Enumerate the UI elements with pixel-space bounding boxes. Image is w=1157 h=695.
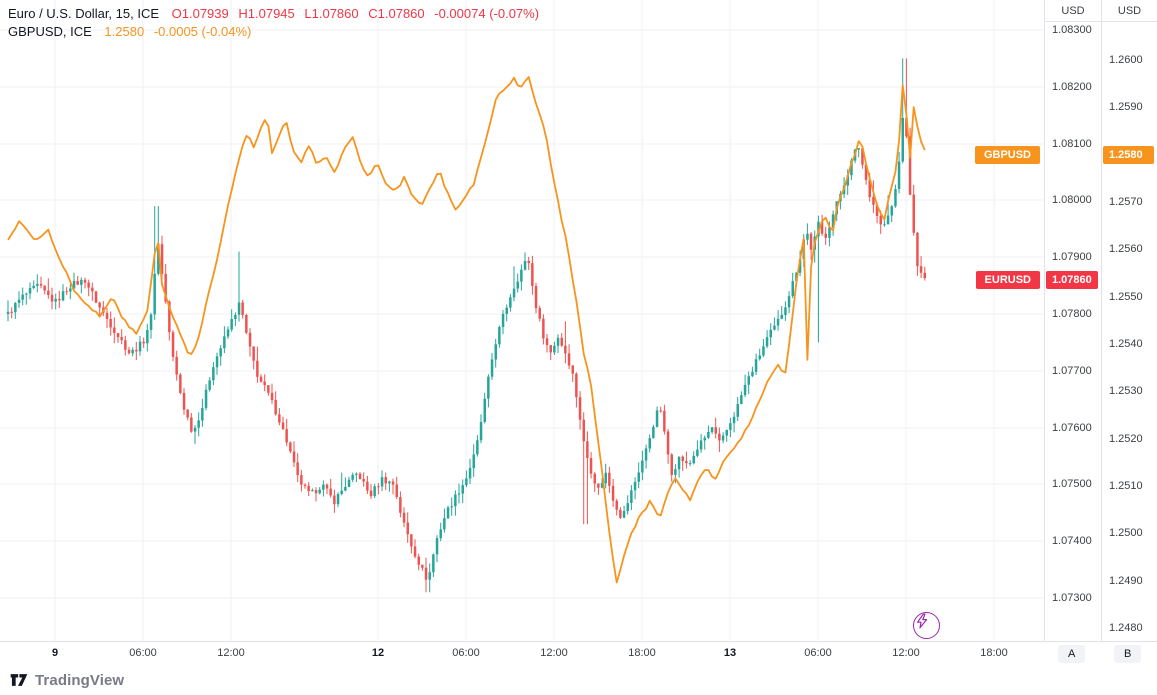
scale-b-button[interactable]: B [1114,645,1142,663]
eurusd-candles-up [7,58,904,593]
time-axis-label: 12 [371,647,385,659]
eur-price-axis-label: 1.08200 [1052,81,1092,93]
gbp-price-axis-label: 1.2520 [1109,433,1143,445]
gbp-price-axis-label: 1.2540 [1109,338,1143,350]
legend-row-gbpusd[interactable]: GBPUSD, ICE 1.2580 -0.0005 (-0.04%) [8,24,545,40]
legend-row-eurusd[interactable]: Euro / U.S. Dollar, 15, ICE O1.07939 H1.… [8,6,545,22]
gbp-price-axis-label: 1.2480 [1109,622,1143,634]
gbp-price-axis-label: 1.2570 [1109,196,1143,208]
eurusd-title: Euro / U.S. Dollar, 15, ICE [8,6,160,21]
time-axis-label: 12:00 [217,647,245,659]
chart-row: Euro / U.S. Dollar, 15, ICE O1.07939 H1.… [0,0,1157,641]
gbp-price-axis-label: 1.2550 [1109,291,1143,303]
eur-price-axis-label: 1.07600 [1052,422,1092,434]
grid [0,0,1044,641]
gbpusd-title: GBPUSD, ICE [8,24,92,39]
lightning-icon [917,613,928,629]
time-axis-label: 06:00 [804,647,832,659]
eur-price-axis[interactable]: USD 1.07860 1.08300 1.08200 1.08100 1.08000… [1045,0,1101,641]
brand-name[interactable]: TradingView [35,671,125,689]
plot-pane[interactable]: Euro / U.S. Dollar, 15, ICE O1.07939 H1.… [0,0,1045,641]
eur-price-axis-label: 1.08000 [1052,194,1092,206]
eurusd-close: C1.07860 [368,6,425,21]
time-axis-label: 9 [51,647,59,659]
eur-price-axis-label: 1.07400 [1052,535,1092,547]
eur-price-axis-label: 1.07700 [1052,365,1092,377]
eur-price-axis-label: 1.07800 [1052,308,1092,320]
eur-price-axis-label: 1.07500 [1052,478,1092,490]
gbpusd-change: -0.0005 (-0.04%) [153,24,252,39]
legend: Euro / U.S. Dollar, 15, ICE O1.07939 H1.… [8,6,545,42]
time-axis-label: 12:00 [540,647,568,659]
lightning-button[interactable] [913,612,940,639]
eurusd-change: -0.00074 (-0.07%) [434,6,540,21]
time-axis-label: 06:00 [452,647,480,659]
time-axis-label: 06:00 [129,647,157,659]
gbpusd-symbol-badge: GBPUSD [974,145,1040,164]
eurusd-symbol-badge: EURUSD [975,270,1040,289]
eurusd-price-badge: 1.07860 [1046,270,1098,289]
gbpusd-line [7,76,926,584]
eur-axis-currency-label: USD [1045,0,1101,22]
time-axis-label: 13 [723,647,737,659]
gbpusd-price-badge: 1.2580 [1103,145,1154,164]
scale-a-button[interactable]: A [1058,645,1086,663]
gbp-price-axis-label: 1.2560 [1109,243,1143,255]
gbp-price-axis-label: 1.2590 [1109,101,1143,113]
eurusd-open: O1.07939 [171,6,229,21]
gbp-axis-currency-label: USD [1102,0,1157,22]
tradingview-logo-icon[interactable] [9,670,29,690]
gbp-price-axis[interactable]: USD 1.2580 1.26001.25901.25801.25701.256… [1101,0,1157,641]
gbp-price-axis-label: 1.2510 [1109,480,1143,492]
time-axis-label: 12:00 [892,647,920,659]
eur-price-axis-label: 1.07900 [1052,251,1092,263]
gbp-price-axis-label: 1.2500 [1109,527,1143,539]
eurusd-low: L1.07860 [304,6,359,21]
eur-price-axis-label: 1.08300 [1052,24,1092,36]
gbp-price-axis-label: 1.2490 [1109,575,1143,587]
gbpusd-value: 1.2580 [104,24,145,39]
chart-canvas [0,0,1044,641]
eur-price-axis-label: 1.08100 [1052,138,1092,150]
eur-price-axis-label: 1.07300 [1052,592,1092,604]
time-axis-label: 18:00 [980,647,1008,659]
eurusd-high: H1.07945 [238,6,295,21]
time-axis[interactable]: A B 9 06:00 12:00 12 06:00 12:00 18:00 13 06:00 1… [0,641,1157,665]
gbp-price-axis-label: 1.2600 [1109,54,1143,66]
time-axis-label: 18:00 [628,647,656,659]
footer: TradingView [0,665,1157,695]
gbp-price-axis-label: 1.2530 [1109,385,1143,397]
eurusd-candles-down-bodies [10,118,926,580]
eurusd-candles-down [11,58,926,593]
